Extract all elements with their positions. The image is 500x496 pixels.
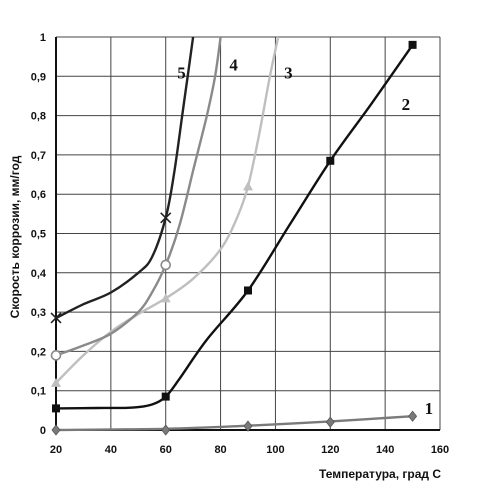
y-tick-label: 0,3: [31, 307, 46, 319]
data-point-series-2: [326, 156, 335, 165]
y-tick-label: 0,4: [31, 268, 47, 280]
data-point-series-2: [161, 392, 170, 401]
x-tick-label: 160: [431, 444, 449, 456]
y-tick-label: 0,7: [31, 150, 46, 162]
y-tick-label: 1: [40, 32, 46, 44]
x-tick-label: 40: [105, 444, 117, 456]
x-tick-label: 100: [266, 444, 284, 456]
x-tick-label: 140: [376, 444, 394, 456]
y-tick-label: 0: [40, 425, 46, 437]
series-line-3: [56, 36, 280, 384]
curve-label-1: 1: [425, 399, 434, 418]
data-point-series-4: [50, 350, 62, 361]
x-marker-stroke: [50, 312, 62, 324]
series-line-4: [56, 36, 222, 357]
data-point-series-3: [51, 377, 61, 387]
curve-label-4: 4: [229, 56, 238, 75]
curve-label-3: 3: [284, 63, 293, 82]
x-tick-label: 20: [50, 444, 62, 456]
x-tick-label: 120: [321, 444, 339, 456]
curve-label-5: 5: [177, 63, 186, 82]
series-1: 1: [51, 399, 434, 436]
data-point-series-3: [243, 181, 253, 191]
chart-series: 1 2 3 4 5: [50, 36, 434, 436]
x-tick-labels: 20 40 60 80 100 120 140 160: [50, 444, 449, 456]
series-5: 5: [50, 36, 195, 324]
data-point-series-1: [51, 424, 61, 436]
y-tick-label: 0,5: [31, 229, 46, 241]
series-line-1: [56, 415, 413, 432]
data-point-series-2: [244, 286, 252, 295]
y-tick-label: 0,8: [31, 111, 46, 123]
y-tick-label: 0,1: [31, 386, 46, 398]
y-tick-label: 0,9: [31, 71, 46, 83]
series-line-2: [56, 44, 414, 410]
series-3: 3: [51, 36, 293, 387]
data-point-series-1: [408, 410, 418, 422]
x-marker-stroke: [160, 212, 172, 224]
data-point-series-3: [160, 293, 171, 303]
data-point-series-5: [160, 212, 172, 224]
data-point-series-2: [52, 404, 60, 413]
data-point-series-1: [325, 416, 335, 428]
x-tick-label: 60: [160, 444, 172, 456]
y-tick-label: 0,6: [31, 189, 46, 201]
chart-grid: [55, 36, 441, 431]
x-axis-label: Температура, град С: [319, 467, 441, 481]
series-2: 2: [52, 40, 417, 413]
y-axis-label: Скорость коррозии, мм/год: [8, 155, 22, 318]
series-line-5: [56, 36, 195, 320]
data-point-series-2: [408, 40, 417, 49]
data-point-series-1: [161, 424, 171, 436]
y-tick-label: 0,2: [31, 346, 46, 358]
curve-label-2: 2: [402, 95, 411, 114]
data-point-series-4: [160, 259, 172, 271]
y-tick-labels: 0 0,1 0,2 0,3 0,4 0,5 0,6 0,7 0,8 0,9 1: [31, 32, 47, 437]
data-point-series-1: [243, 420, 253, 432]
series-4: 4: [50, 36, 238, 361]
x-tick-label: 80: [214, 444, 226, 456]
data-point-series-5: [50, 312, 62, 324]
